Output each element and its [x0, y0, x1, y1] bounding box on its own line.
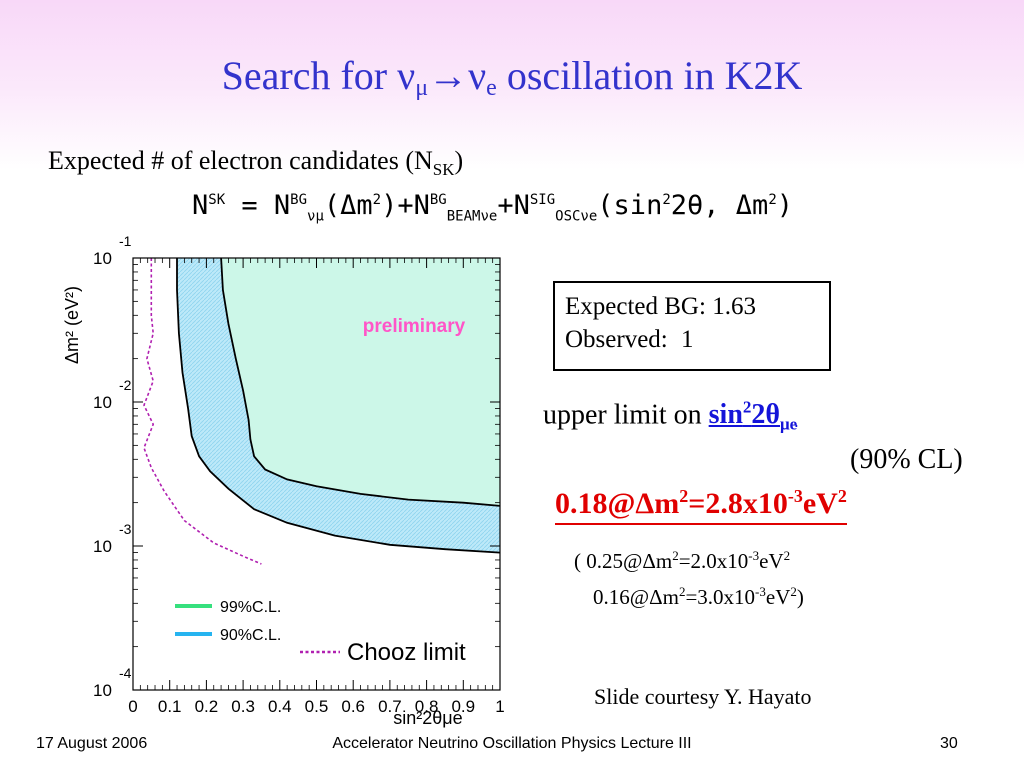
x-tick-label: 0	[128, 697, 137, 716]
x-tick-label: 0.8	[415, 697, 439, 716]
footer-date: 17 August 2006	[36, 735, 148, 752]
y-tick-exponent: -3	[119, 521, 132, 537]
x-tick-label: 0.7	[378, 697, 402, 716]
sin2theta-link[interactable]: sin22θμe	[708, 398, 798, 434]
observed-value: 1	[681, 325, 694, 353]
x-tick-label: 0.1	[158, 697, 182, 716]
x-axis-label: sin²2θμe	[393, 708, 462, 728]
confidence-level: (90% CL)	[850, 444, 963, 475]
x-tick-label: 0.5	[305, 697, 329, 716]
x-tick-label: 0.4	[268, 697, 292, 716]
background-summary-box: Expected BG: 1.63 Observed: 1	[553, 281, 831, 371]
y-tick-exponent: -4	[119, 665, 132, 681]
expected-bg-label: Expected BG:	[565, 293, 706, 320]
x-tick-label: 0.2	[195, 697, 219, 716]
preliminary-annotation: preliminary	[363, 316, 466, 337]
chooz-limit-line	[143, 258, 262, 565]
y-axis-label: Δm² (eV²)	[62, 286, 82, 364]
legend-label-chooz: Chooz limit	[347, 639, 466, 666]
boundary-99cl	[220, 257, 501, 507]
limit-result: 0.18@Δm2=2.8x10-3eV2	[555, 486, 847, 525]
footer-lecture-title: Accelerator Neutrino Oscillation Physics…	[332, 735, 692, 752]
expected-bg-value: 1.63	[712, 293, 756, 320]
observed-label: Observed:	[565, 325, 668, 353]
y-tick-label: 10	[93, 537, 112, 556]
x-tick-label: 0.3	[231, 697, 255, 716]
footer-page-number: 30	[940, 735, 958, 752]
slide-subtitle: Expected # of electron candidates (NSK)	[48, 146, 464, 180]
y-tick-label: 10	[93, 249, 112, 268]
x-tick-label: 0.9	[451, 697, 475, 716]
region-99cl	[221, 258, 500, 506]
slide-title: Search for νμ→νe oscillation in K2K	[221, 53, 803, 101]
y-tick-exponent: -1	[119, 233, 132, 249]
y-tick-label: 10	[93, 681, 112, 700]
x-tick-label: 0.6	[341, 697, 365, 716]
expected-count-equation: NSK = NBGνμ(Δm2)+NBGBEAMνe+NSIGOSCνe(sin…	[192, 190, 794, 225]
upper-limit-text: upper limit on sin22θμe	[543, 398, 798, 434]
y-tick-label: 10	[93, 393, 112, 412]
y-tick-exponent: -2	[119, 377, 132, 393]
legend-label-cl99: 99%C.L.	[220, 599, 281, 616]
x-tick-label: 1	[495, 697, 504, 716]
legend-label-cl90: 90%C.L.	[220, 627, 281, 644]
alternative-limit-1: ( 0.25@Δm2=2.0x10-3eV2	[574, 548, 791, 573]
alternative-limit-2: 0.16@Δm2=3.0x10-3eV2)	[593, 584, 804, 609]
slide-courtesy: Slide courtesy Y. Hayato	[594, 684, 812, 709]
boundary-90cl	[176, 258, 501, 554]
